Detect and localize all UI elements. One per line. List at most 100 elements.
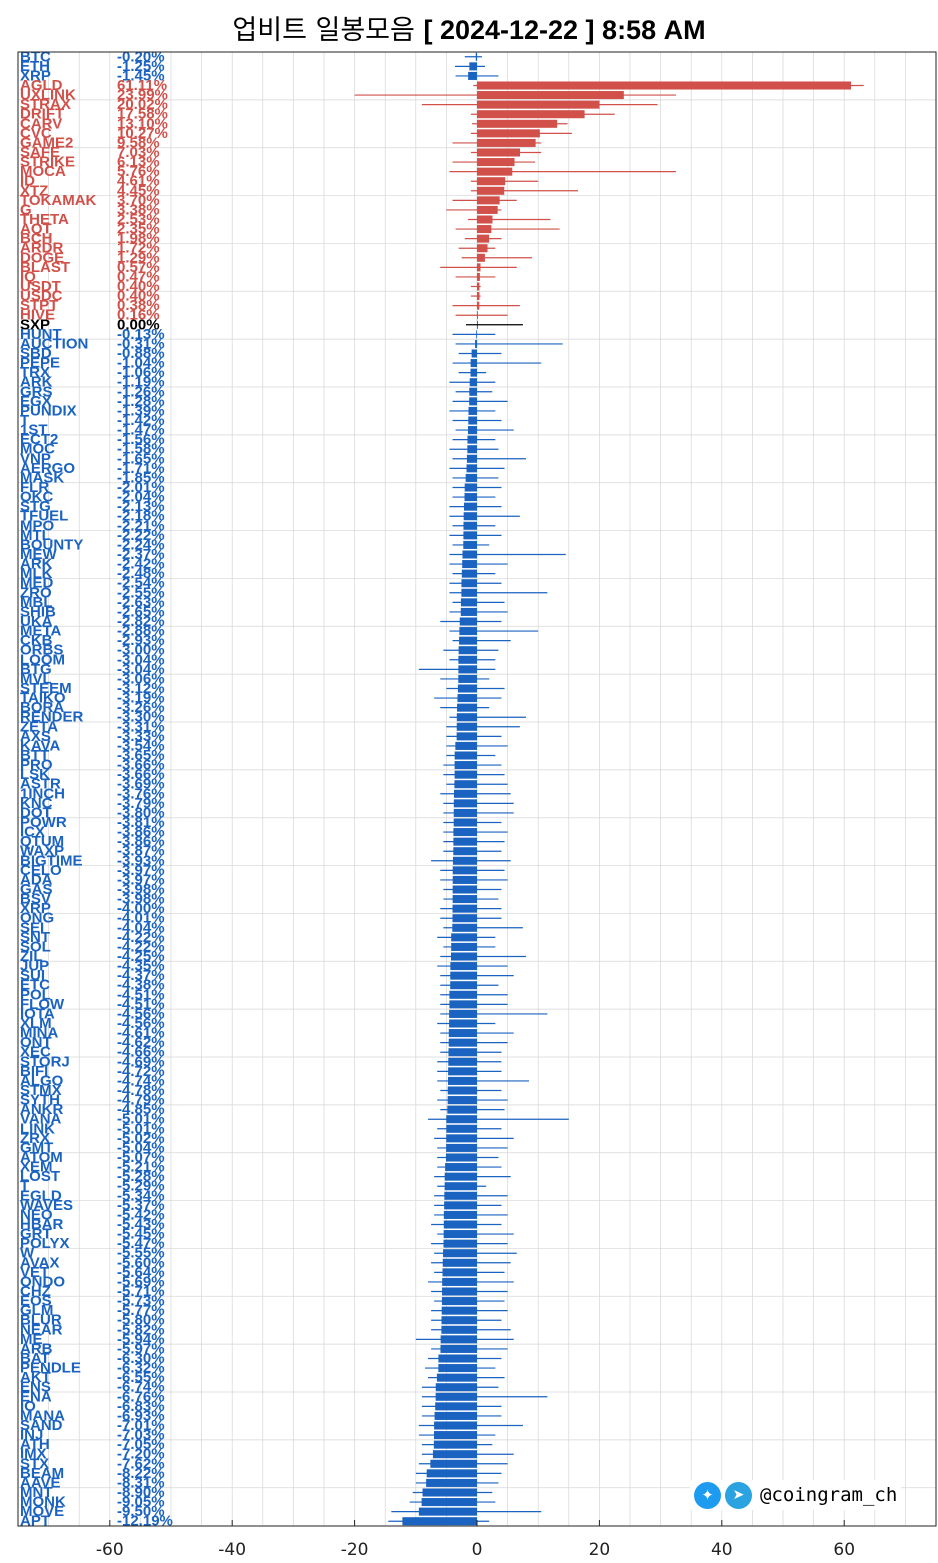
bar [477,177,506,186]
row-pct-label: -8.22% [117,1465,165,1482]
row-pct-label: -2.88% [117,623,165,640]
bar [477,100,600,109]
bar [463,540,477,549]
x-tick-label: -60 [96,1540,124,1560]
row-pct-label: -1.71% [117,460,165,477]
bar [457,684,477,693]
row-pct-label: -4.51% [117,986,165,1003]
bar [452,895,477,904]
row-name-label: FLR [20,479,49,496]
row-name-label: XLM [20,1015,52,1032]
bar [477,167,513,176]
row-pct-label: -1.39% [117,402,165,419]
telegram-plane-icon[interactable]: ➤ [725,1481,752,1509]
bar [450,971,477,980]
bar [402,1517,477,1526]
row-name-label: ETH [20,58,50,75]
row-pct-label: -4.01% [117,910,165,927]
bar [463,531,477,540]
bar [477,119,558,128]
row-pct-label: -4.79% [117,1092,165,1109]
row-pct-label: -1.65% [117,450,165,467]
bar [477,158,515,167]
bar [443,1230,477,1239]
row-name-label: ETC [20,977,50,994]
row-pct-label: 7.03% [117,144,160,161]
bar [456,713,477,722]
row-pct-label: -4.69% [117,1053,165,1070]
row-pct-label: 2.53% [117,211,160,228]
row-name-label: STG [20,498,51,515]
row-name-label: POLYX [20,1235,69,1252]
row-name-label: BIGTIME [20,852,83,869]
row-name-label: XRP [20,67,51,84]
row-name-label: EGLD [20,1187,62,1204]
row-pct-label: -2.21% [117,517,165,534]
bar [421,1498,477,1507]
row-pct-label: -2.13% [117,498,165,515]
row-name-label: STEEM [20,680,72,697]
row-name-label: ATOM [20,1149,63,1166]
bar [470,359,477,368]
bar [462,560,477,569]
row-name-label: HIVE [20,307,55,324]
row-name-label: AQT [20,221,52,238]
bar [477,110,585,119]
bar [466,464,477,473]
bar [451,942,477,951]
bar [477,311,478,320]
brand-watermark: ✦ ➤ @coingram_ch [690,1480,902,1510]
row-name-label: AVAX [20,1254,59,1271]
bar [447,1096,477,1105]
row-name-label: SEI [20,919,44,936]
row-name-label: EOS [20,1293,52,1310]
row-pct-label: -5.42% [117,1206,165,1223]
row-pct-label: -0.20% [117,48,165,65]
row-name-label: MTL [20,527,51,544]
row-name-label: TFUEL [20,508,68,525]
row-pct-label: 6.13% [117,154,160,171]
bar [477,205,498,214]
bar [453,789,477,798]
row-name-label: GRS [20,383,53,400]
bar [445,1153,477,1162]
bar [477,91,624,100]
row-pct-label: -3.54% [117,737,165,754]
bar [436,1373,477,1382]
row-name-label: VANA [20,1111,62,1128]
row-name-label: TAIKO [20,690,66,707]
twitter-bird-icon[interactable]: ✦ [694,1481,721,1509]
row-name-label: XTZ [20,182,48,199]
row-name-label: ZETA [20,718,58,735]
row-name-label: CHZ [20,1283,51,1300]
bar [449,1019,477,1028]
row-pct-label: -5.45% [117,1226,165,1243]
row-pct-label: -3.80% [117,804,165,821]
bar [463,512,477,521]
row-pct-label: -2.82% [117,613,165,630]
row-name-label: XEC [20,1044,51,1061]
row-pct-label: -4.72% [117,1063,165,1080]
bar [468,426,477,435]
row-name-label: MEW [20,546,58,563]
row-pct-label: -3.93% [117,852,165,869]
bar [440,1335,477,1344]
row-pct-label: -4.74% [117,1072,165,1089]
row-name-label: KNC [20,795,53,812]
row-pct-label: -5.02% [117,1130,165,1147]
row-pct-label: 0.16% [117,307,160,324]
row-name-label: NEAR [20,1321,63,1338]
bar [462,550,477,559]
row-name-label: POWR [20,814,67,831]
row-name-label: BTT [20,747,49,764]
row-pct-label: -3.33% [117,728,165,745]
row-name-label: LSK [20,766,50,783]
row-pct-label: -3.86% [117,833,165,850]
row-name-label: TRX [20,364,50,381]
row-name-label: MPO [20,517,55,534]
bar [452,875,477,884]
row-name-label: USDC [20,288,63,305]
row-name-label: XRP [20,900,51,917]
row-pct-label: 13.10% [117,115,168,132]
row-name-label: AUCTION [20,335,88,352]
